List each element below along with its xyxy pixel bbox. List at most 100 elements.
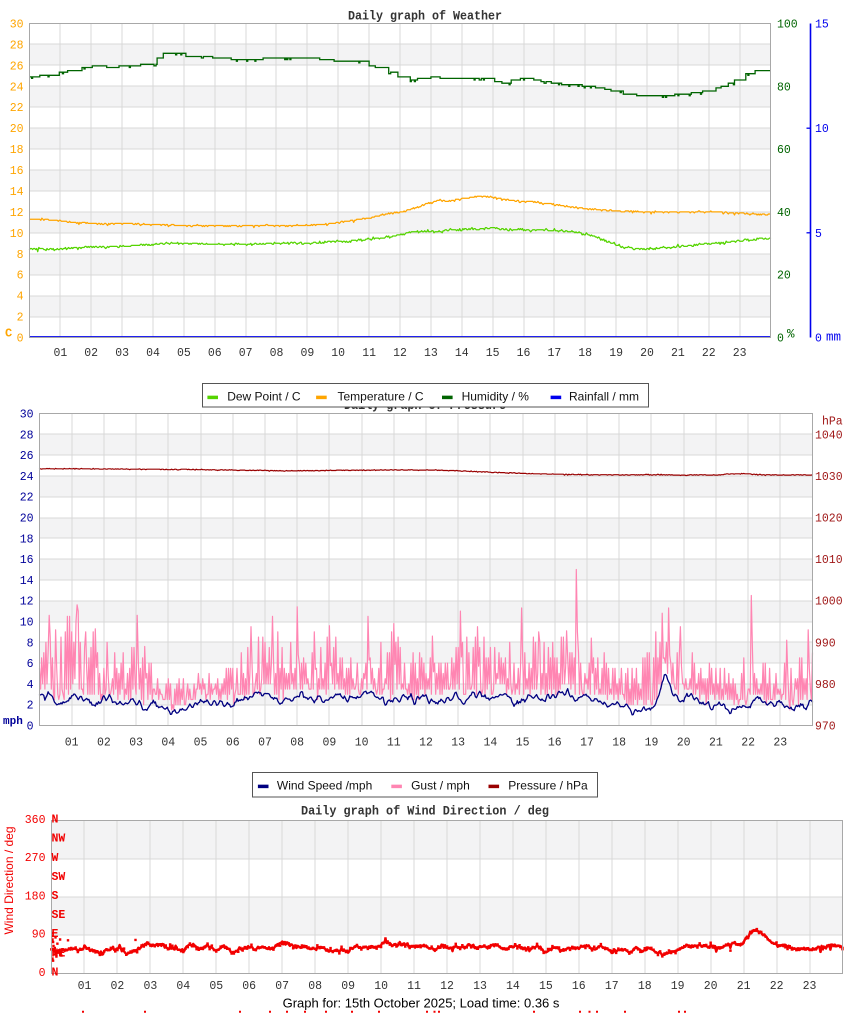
svg-text:05: 05 xyxy=(209,980,223,993)
svg-text:23: 23 xyxy=(733,347,747,360)
svg-text:15: 15 xyxy=(815,19,829,32)
svg-text:20: 20 xyxy=(677,737,691,750)
svg-text:Rainfall / mm: Rainfall / mm xyxy=(569,389,639,403)
svg-text:2: 2 xyxy=(27,700,34,713)
svg-text:SW: SW xyxy=(52,871,66,884)
svg-text:03: 03 xyxy=(115,347,129,360)
svg-text:22: 22 xyxy=(20,492,34,505)
svg-text:30: 30 xyxy=(10,19,24,32)
svg-text:23: 23 xyxy=(773,737,787,750)
svg-text:02: 02 xyxy=(97,737,111,750)
svg-text:09: 09 xyxy=(322,737,336,750)
svg-text:22: 22 xyxy=(702,347,716,360)
svg-text:08: 08 xyxy=(290,737,304,750)
svg-text:13: 13 xyxy=(451,737,465,750)
svg-text:0: 0 xyxy=(27,721,34,734)
svg-text:09: 09 xyxy=(341,980,355,993)
svg-text:20: 20 xyxy=(777,270,791,283)
svg-text:N: N xyxy=(52,814,59,827)
svg-text:13: 13 xyxy=(424,347,438,360)
svg-text:360: 360 xyxy=(25,814,46,827)
svg-text:6: 6 xyxy=(27,658,34,671)
svg-text:10: 10 xyxy=(355,737,369,750)
svg-text:21: 21 xyxy=(737,980,751,993)
svg-text:26: 26 xyxy=(10,60,24,73)
svg-text:08: 08 xyxy=(270,347,284,360)
svg-text:80: 80 xyxy=(777,81,791,94)
svg-text:0: 0 xyxy=(815,333,822,346)
svg-text:Daily graph of Weather: Daily graph of Weather xyxy=(348,10,502,24)
svg-text:15: 15 xyxy=(539,980,553,993)
svg-text:06: 06 xyxy=(208,347,222,360)
svg-text:16: 16 xyxy=(20,554,34,567)
svg-text:16: 16 xyxy=(548,737,562,750)
svg-text:24: 24 xyxy=(20,471,34,484)
svg-text:40: 40 xyxy=(777,207,791,220)
svg-text:07: 07 xyxy=(239,347,253,360)
svg-text:18: 18 xyxy=(10,144,24,157)
svg-text:11: 11 xyxy=(407,980,421,993)
svg-text:12: 12 xyxy=(419,737,433,750)
svg-text:13: 13 xyxy=(473,980,487,993)
svg-text:18: 18 xyxy=(638,980,652,993)
svg-text:26: 26 xyxy=(20,450,34,463)
svg-text:15: 15 xyxy=(486,347,500,360)
svg-text:180: 180 xyxy=(25,890,46,903)
svg-text:Humidity / %: Humidity / % xyxy=(462,389,530,403)
svg-text:0: 0 xyxy=(39,967,46,980)
svg-text:E: E xyxy=(52,928,59,941)
svg-text:980: 980 xyxy=(815,679,836,692)
svg-text:28: 28 xyxy=(10,39,24,52)
svg-text:90: 90 xyxy=(32,929,46,942)
svg-text:60: 60 xyxy=(777,144,791,157)
svg-text:02: 02 xyxy=(110,980,124,993)
svg-text:1010: 1010 xyxy=(815,554,843,567)
svg-text:22: 22 xyxy=(10,102,24,115)
svg-text:NE: NE xyxy=(52,947,66,960)
svg-text:0: 0 xyxy=(777,333,784,346)
svg-text:01: 01 xyxy=(78,980,92,993)
svg-text:01: 01 xyxy=(53,347,67,360)
svg-text:mm: mm xyxy=(826,331,841,345)
svg-text:04: 04 xyxy=(161,737,175,750)
svg-text:14: 14 xyxy=(455,347,469,360)
svg-text:28: 28 xyxy=(20,429,34,442)
svg-text:8: 8 xyxy=(17,249,24,262)
svg-text:12: 12 xyxy=(10,207,24,220)
svg-text:1020: 1020 xyxy=(815,513,843,526)
svg-text:06: 06 xyxy=(242,980,256,993)
svg-text:0: 0 xyxy=(17,333,24,346)
svg-text:11: 11 xyxy=(387,737,401,750)
svg-text:SE: SE xyxy=(52,909,66,922)
svg-text:03: 03 xyxy=(129,737,143,750)
svg-text:03: 03 xyxy=(143,980,157,993)
svg-text:12: 12 xyxy=(440,980,454,993)
svg-text:1040: 1040 xyxy=(815,429,843,442)
svg-text:Wind Speed /mph: Wind Speed /mph xyxy=(277,778,372,792)
svg-text:19: 19 xyxy=(609,347,623,360)
svg-text:14: 14 xyxy=(483,737,497,750)
svg-text:18: 18 xyxy=(578,347,592,360)
svg-text:07: 07 xyxy=(275,980,289,993)
svg-text:%: % xyxy=(787,328,795,342)
svg-text:10: 10 xyxy=(815,123,829,136)
svg-text:07: 07 xyxy=(258,737,272,750)
svg-text:5: 5 xyxy=(815,228,822,241)
svg-text:18: 18 xyxy=(20,533,34,546)
svg-text:17: 17 xyxy=(547,347,561,360)
svg-text:4: 4 xyxy=(27,679,34,692)
svg-text:01: 01 xyxy=(65,737,79,750)
svg-text:22: 22 xyxy=(770,980,784,993)
svg-text:970: 970 xyxy=(815,721,836,734)
svg-text:990: 990 xyxy=(815,637,836,650)
svg-text:N: N xyxy=(52,967,59,980)
svg-text:4: 4 xyxy=(17,291,24,304)
svg-text:100: 100 xyxy=(777,19,798,32)
svg-text:23: 23 xyxy=(803,980,817,993)
svg-text:21: 21 xyxy=(709,737,723,750)
svg-text:16: 16 xyxy=(572,980,586,993)
svg-text:18: 18 xyxy=(612,737,626,750)
svg-text:W: W xyxy=(52,852,59,865)
svg-text:20: 20 xyxy=(640,347,654,360)
svg-text:04: 04 xyxy=(176,980,190,993)
